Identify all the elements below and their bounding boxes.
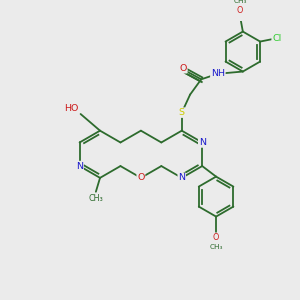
Text: O: O [137,173,145,182]
Text: O: O [237,6,243,15]
Text: HO: HO [64,104,78,113]
Text: S: S [179,108,185,117]
Text: CH₃: CH₃ [88,194,103,203]
Text: O: O [213,233,219,242]
Text: N: N [76,162,83,171]
Text: N: N [178,173,185,182]
Text: O: O [179,64,187,73]
Text: CH₃: CH₃ [209,244,223,250]
Text: Cl: Cl [272,34,281,43]
Text: CH₃: CH₃ [233,0,247,4]
Text: NH: NH [211,69,225,78]
Text: N: N [199,138,206,147]
